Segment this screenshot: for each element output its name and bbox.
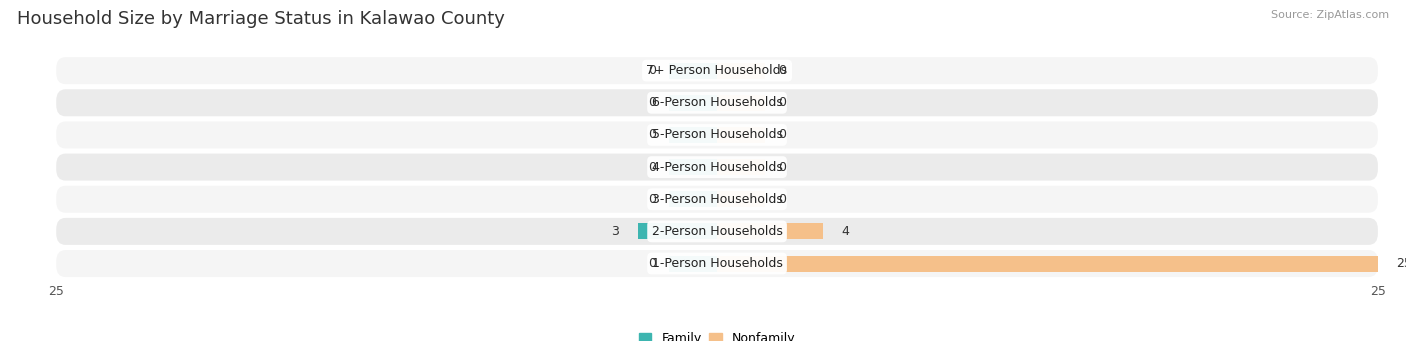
- Text: 0: 0: [648, 193, 657, 206]
- Text: 6-Person Households: 6-Person Households: [651, 96, 783, 109]
- Text: Household Size by Marriage Status in Kalawao County: Household Size by Marriage Status in Kal…: [17, 10, 505, 28]
- Text: 25: 25: [1396, 257, 1406, 270]
- Text: 2-Person Households: 2-Person Households: [651, 225, 783, 238]
- Text: 0: 0: [778, 161, 786, 174]
- Text: Source: ZipAtlas.com: Source: ZipAtlas.com: [1271, 10, 1389, 20]
- Bar: [717, 127, 765, 143]
- Bar: [669, 159, 717, 175]
- Text: 0: 0: [648, 129, 657, 142]
- Bar: [669, 127, 717, 143]
- Bar: [717, 63, 765, 79]
- Text: 0: 0: [778, 129, 786, 142]
- Bar: [717, 255, 1378, 271]
- Bar: [669, 255, 717, 271]
- Bar: [669, 63, 717, 79]
- Bar: [638, 223, 717, 239]
- Text: 0: 0: [778, 64, 786, 77]
- Text: 4: 4: [841, 225, 849, 238]
- Bar: [717, 191, 765, 207]
- Text: 0: 0: [648, 161, 657, 174]
- Legend: Family, Nonfamily: Family, Nonfamily: [638, 332, 796, 341]
- Bar: [717, 159, 765, 175]
- FancyBboxPatch shape: [56, 57, 1378, 84]
- Bar: [669, 191, 717, 207]
- Text: 7+ Person Households: 7+ Person Households: [647, 64, 787, 77]
- Text: 5-Person Households: 5-Person Households: [651, 129, 783, 142]
- Bar: [669, 95, 717, 111]
- Text: 3-Person Households: 3-Person Households: [651, 193, 783, 206]
- Text: 0: 0: [648, 64, 657, 77]
- Text: 0: 0: [778, 193, 786, 206]
- Bar: [717, 223, 823, 239]
- Text: 0: 0: [778, 96, 786, 109]
- Text: 3: 3: [612, 225, 619, 238]
- Text: 1-Person Households: 1-Person Households: [651, 257, 783, 270]
- Text: 0: 0: [648, 96, 657, 109]
- FancyBboxPatch shape: [56, 121, 1378, 148]
- Text: 0: 0: [648, 257, 657, 270]
- FancyBboxPatch shape: [56, 218, 1378, 245]
- Bar: [717, 95, 765, 111]
- FancyBboxPatch shape: [56, 250, 1378, 277]
- Text: 4-Person Households: 4-Person Households: [651, 161, 783, 174]
- FancyBboxPatch shape: [56, 186, 1378, 213]
- FancyBboxPatch shape: [56, 89, 1378, 116]
- FancyBboxPatch shape: [56, 153, 1378, 181]
